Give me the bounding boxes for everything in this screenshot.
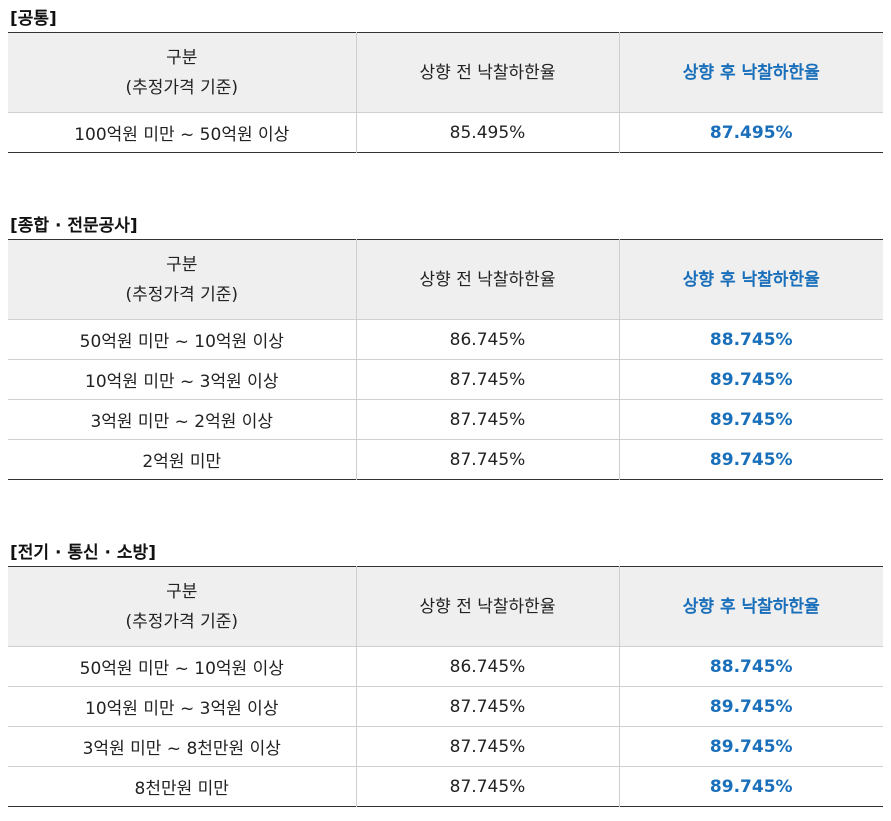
table-header-row: 구분 (추정가격 기준) 상향 전 낙찰하한율 상향 후 낙찰하한율 <box>8 566 883 647</box>
section-title: [공통] <box>10 9 57 29</box>
table-row: 100억원 미만 ~ 50억원 이상 85.495% 87.495% <box>8 112 883 153</box>
header-after: 상향 후 낙찰하한율 <box>618 32 883 113</box>
before-rate-cell: 87.745% <box>355 359 619 400</box>
before-rate-cell: 87.745% <box>355 399 619 440</box>
table-row: 50억원 미만 ~ 10억원 이상 86.745% 88.745% <box>8 646 883 687</box>
header-after: 상향 후 낙찰하한율 <box>618 566 883 647</box>
header-after: 상향 후 낙찰하한율 <box>618 239 883 320</box>
section-common: [공통] 구분 (추정가격 기준) 상향 전 낙찰하한율 상향 후 낙찰하한율 … <box>8 6 883 153</box>
before-rate-cell: 85.495% <box>355 112 619 153</box>
after-rate-cell: 89.745% <box>618 439 883 480</box>
section-electric-telecom-fire: [전기 · 통신 · 소방] 구분 (추정가격 기준) 상향 전 낙찰하한율 상… <box>8 540 883 807</box>
table-row: 2억원 미만 87.745% 89.745% <box>8 439 883 480</box>
range-cell: 2억원 미만 <box>142 452 222 472</box>
after-rate-cell: 89.745% <box>618 726 883 767</box>
rate-table: 구분 (추정가격 기준) 상향 전 낙찰하한율 상향 후 낙찰하한율 100억원… <box>8 32 883 153</box>
before-rate-cell: 87.745% <box>355 766 619 807</box>
after-rate-cell: 88.745% <box>618 319 883 360</box>
range-cell: 3억원 미만 ~ 2억원 이상 <box>8 399 356 440</box>
range-cell: 50억원 미만 ~ 10억원 이상 <box>8 319 356 360</box>
after-rate-cell: 89.745% <box>618 359 883 400</box>
header-category-label: 구분 <box>166 581 198 602</box>
table-row: 50억원 미만 ~ 10억원 이상 86.745% 88.745% <box>8 319 883 360</box>
range-cell: 50억원 미만 ~ 10억원 이상 <box>8 646 356 687</box>
range-cell: 10억원 미만 ~ 3억원 이상 <box>8 686 356 727</box>
header-category-basis: (추정가격 기준) <box>125 611 238 632</box>
table-row: 10억원 미만 ~ 3억원 이상 87.745% 89.745% <box>8 686 883 727</box>
table-header-row: 구분 (추정가격 기준) 상향 전 낙찰하한율 상향 후 낙찰하한율 <box>8 239 883 320</box>
rate-table: 구분 (추정가격 기준) 상향 전 낙찰하한율 상향 후 낙찰하한율 50억원 … <box>8 566 883 807</box>
after-rate-cell: 88.745% <box>618 646 883 687</box>
header-category-basis: (추정가격 기준) <box>125 77 238 98</box>
table-row: 3억원 미만 ~ 8천만원 이상 87.745% 89.745% <box>8 726 883 767</box>
header-category: 구분 (추정가격 기준) <box>8 239 356 320</box>
range-cell: 100억원 미만 ~ 50억원 이상 <box>74 125 290 145</box>
header-category: 구분 (추정가격 기준) <box>8 566 356 647</box>
before-rate-cell: 87.745% <box>355 686 619 727</box>
section-general-specialty: [종합 · 전문공사] 구분 (추정가격 기준) 상향 전 낙찰하한율 상향 후… <box>8 213 883 480</box>
header-category-label: 구분 <box>166 47 198 68</box>
after-rate-cell: 87.495% <box>618 112 883 153</box>
header-before: 상향 전 낙찰하한율 <box>355 239 619 320</box>
header-category: 구분 (추정가격 기준) <box>8 32 356 113</box>
after-rate-cell: 89.745% <box>618 399 883 440</box>
before-rate-cell: 87.745% <box>355 726 619 767</box>
header-before: 상향 전 낙찰하한율 <box>355 32 619 113</box>
table-row: 10억원 미만 ~ 3억원 이상 87.745% 89.745% <box>8 359 883 400</box>
range-cell: 3억원 미만 ~ 8천만원 이상 <box>8 726 356 767</box>
range-cell: 10억원 미만 ~ 3억원 이상 <box>8 359 356 400</box>
table-row: 8천만원 미만 87.745% 89.745% <box>8 766 883 807</box>
after-rate-cell: 89.745% <box>618 686 883 727</box>
table-header-row: 구분 (추정가격 기준) 상향 전 낙찰하한율 상향 후 낙찰하한율 <box>8 32 883 113</box>
section-title: [전기 · 통신 · 소방] <box>10 543 156 563</box>
after-rate-cell: 89.745% <box>618 766 883 807</box>
before-rate-cell: 87.745% <box>355 439 619 480</box>
range-cell: 8천만원 미만 <box>134 779 229 799</box>
header-category-label: 구분 <box>166 254 198 275</box>
rate-table: 구분 (추정가격 기준) 상향 전 낙찰하한율 상향 후 낙찰하한율 50억원 … <box>8 239 883 480</box>
before-rate-cell: 86.745% <box>355 319 619 360</box>
before-rate-cell: 86.745% <box>355 646 619 687</box>
header-category-basis: (추정가격 기준) <box>125 284 238 305</box>
table-row: 3억원 미만 ~ 2억원 이상 87.745% 89.745% <box>8 399 883 440</box>
header-before: 상향 전 낙찰하한율 <box>355 566 619 647</box>
section-title: [종합 · 전문공사] <box>10 216 138 236</box>
